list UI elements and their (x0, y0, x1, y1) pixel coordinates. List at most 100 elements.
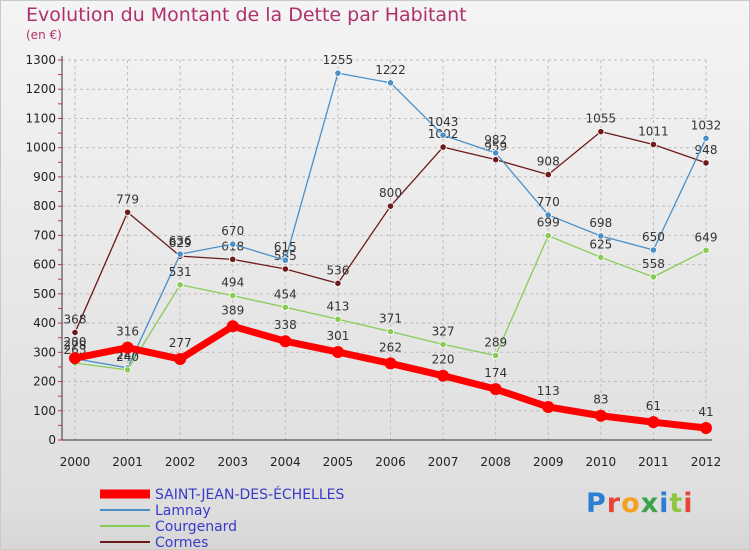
data-point (647, 416, 660, 429)
x-tick-label: 2000 (60, 455, 91, 469)
data-label: 625 (589, 237, 612, 251)
data-point (71, 328, 79, 337)
data-point (492, 156, 500, 164)
data-label: 650 (642, 230, 665, 244)
data-label: 1032 (691, 118, 722, 132)
data-label: 1043 (428, 115, 459, 129)
data-label: 649 (695, 230, 718, 244)
data-point (334, 69, 342, 77)
data-label: 615 (274, 240, 297, 254)
data-point (176, 281, 184, 289)
y-tick-label: 0 (48, 433, 56, 447)
data-label: 699 (537, 216, 560, 230)
data-point (281, 303, 289, 311)
proxiti-logo: Proxiti (586, 488, 694, 519)
x-tick-label: 2001 (112, 455, 143, 469)
data-label: 1055 (586, 112, 617, 126)
data-point (439, 143, 447, 151)
data-point (439, 131, 447, 139)
data-label: 1255 (323, 53, 354, 67)
data-point (597, 128, 605, 136)
data-label: 41 (698, 405, 713, 419)
data-point (702, 159, 710, 167)
data-label: 220 (432, 353, 455, 367)
data-label: 413 (326, 299, 349, 313)
data-point (226, 320, 239, 333)
x-tick-label: 2011 (638, 455, 669, 469)
data-point (331, 346, 344, 359)
chart-unit: (en €) (26, 28, 62, 42)
data-point (597, 253, 605, 261)
data-label: 770 (537, 195, 560, 209)
data-label: 629 (169, 236, 192, 250)
y-tick-label: 1200 (25, 82, 56, 96)
y-tick-label: 400 (33, 316, 56, 330)
data-point (69, 352, 81, 365)
data-point (386, 202, 395, 210)
data-point (594, 409, 607, 422)
data-label: 174 (484, 366, 507, 380)
data-point (384, 357, 397, 370)
y-tick-label: 500 (33, 287, 56, 301)
y-tick-label: 100 (33, 404, 56, 418)
data-label: 698 (589, 216, 612, 230)
data-point (492, 149, 500, 157)
data-point (702, 246, 710, 254)
data-label: 61 (646, 399, 661, 413)
data-point (121, 341, 134, 354)
data-label: 1222 (375, 63, 406, 77)
x-tick-label: 2009 (533, 455, 564, 469)
data-label: 389 (221, 303, 244, 317)
data-point (439, 340, 447, 349)
x-tick-label: 2005 (323, 455, 354, 469)
logo-letter: x (640, 488, 660, 519)
data-label: 948 (695, 143, 718, 157)
legend-label: SAINT-JEAN-DES-ÉCHELLES (155, 486, 345, 503)
data-label: 262 (379, 340, 402, 354)
data-point (279, 335, 292, 348)
data-label: 327 (432, 324, 455, 338)
data-point (334, 315, 342, 323)
data-point (176, 250, 184, 258)
data-label: 338 (274, 318, 297, 332)
logo-letter: i (683, 488, 694, 519)
data-point (649, 140, 658, 149)
y-tick-label: 1100 (25, 111, 56, 125)
data-label: 558 (642, 257, 665, 271)
logo-letter: r (606, 488, 622, 519)
data-point (229, 291, 237, 300)
data-point (123, 208, 132, 216)
data-label: 280 (64, 335, 87, 349)
data-label: 278 (64, 339, 87, 353)
y-tick-label: 1300 (25, 53, 56, 67)
data-label: 368 (64, 312, 87, 326)
y-tick-label: 1000 (25, 141, 56, 155)
data-point (123, 366, 132, 374)
chart-title: Evolution du Montant de la Dette par Hab… (26, 4, 467, 26)
data-point (281, 256, 289, 264)
x-tick-label: 2012 (691, 455, 722, 469)
data-label: 982 (484, 133, 507, 147)
data-label: 494 (221, 276, 244, 290)
data-label: 800 (379, 186, 402, 200)
x-tick-label: 2002 (165, 455, 196, 469)
y-tick-label: 700 (33, 228, 56, 242)
data-label: 636 (169, 234, 192, 248)
data-point (489, 383, 502, 396)
data-point (544, 170, 552, 179)
logo-letter: t (669, 488, 684, 519)
x-tick-label: 2010 (586, 455, 617, 469)
data-point (542, 400, 555, 413)
data-point (544, 211, 552, 219)
data-point (700, 422, 712, 435)
data-label: 959 (484, 140, 507, 154)
logo-letter: o (621, 488, 641, 519)
data-point (229, 240, 237, 248)
logo-letter: P (586, 488, 607, 519)
y-tick-label: 200 (33, 375, 56, 389)
data-point (386, 327, 395, 336)
x-tick-label: 2004 (270, 455, 301, 469)
data-point (544, 232, 552, 240)
data-label: 536 (326, 263, 349, 277)
data-label: 531 (169, 265, 192, 279)
